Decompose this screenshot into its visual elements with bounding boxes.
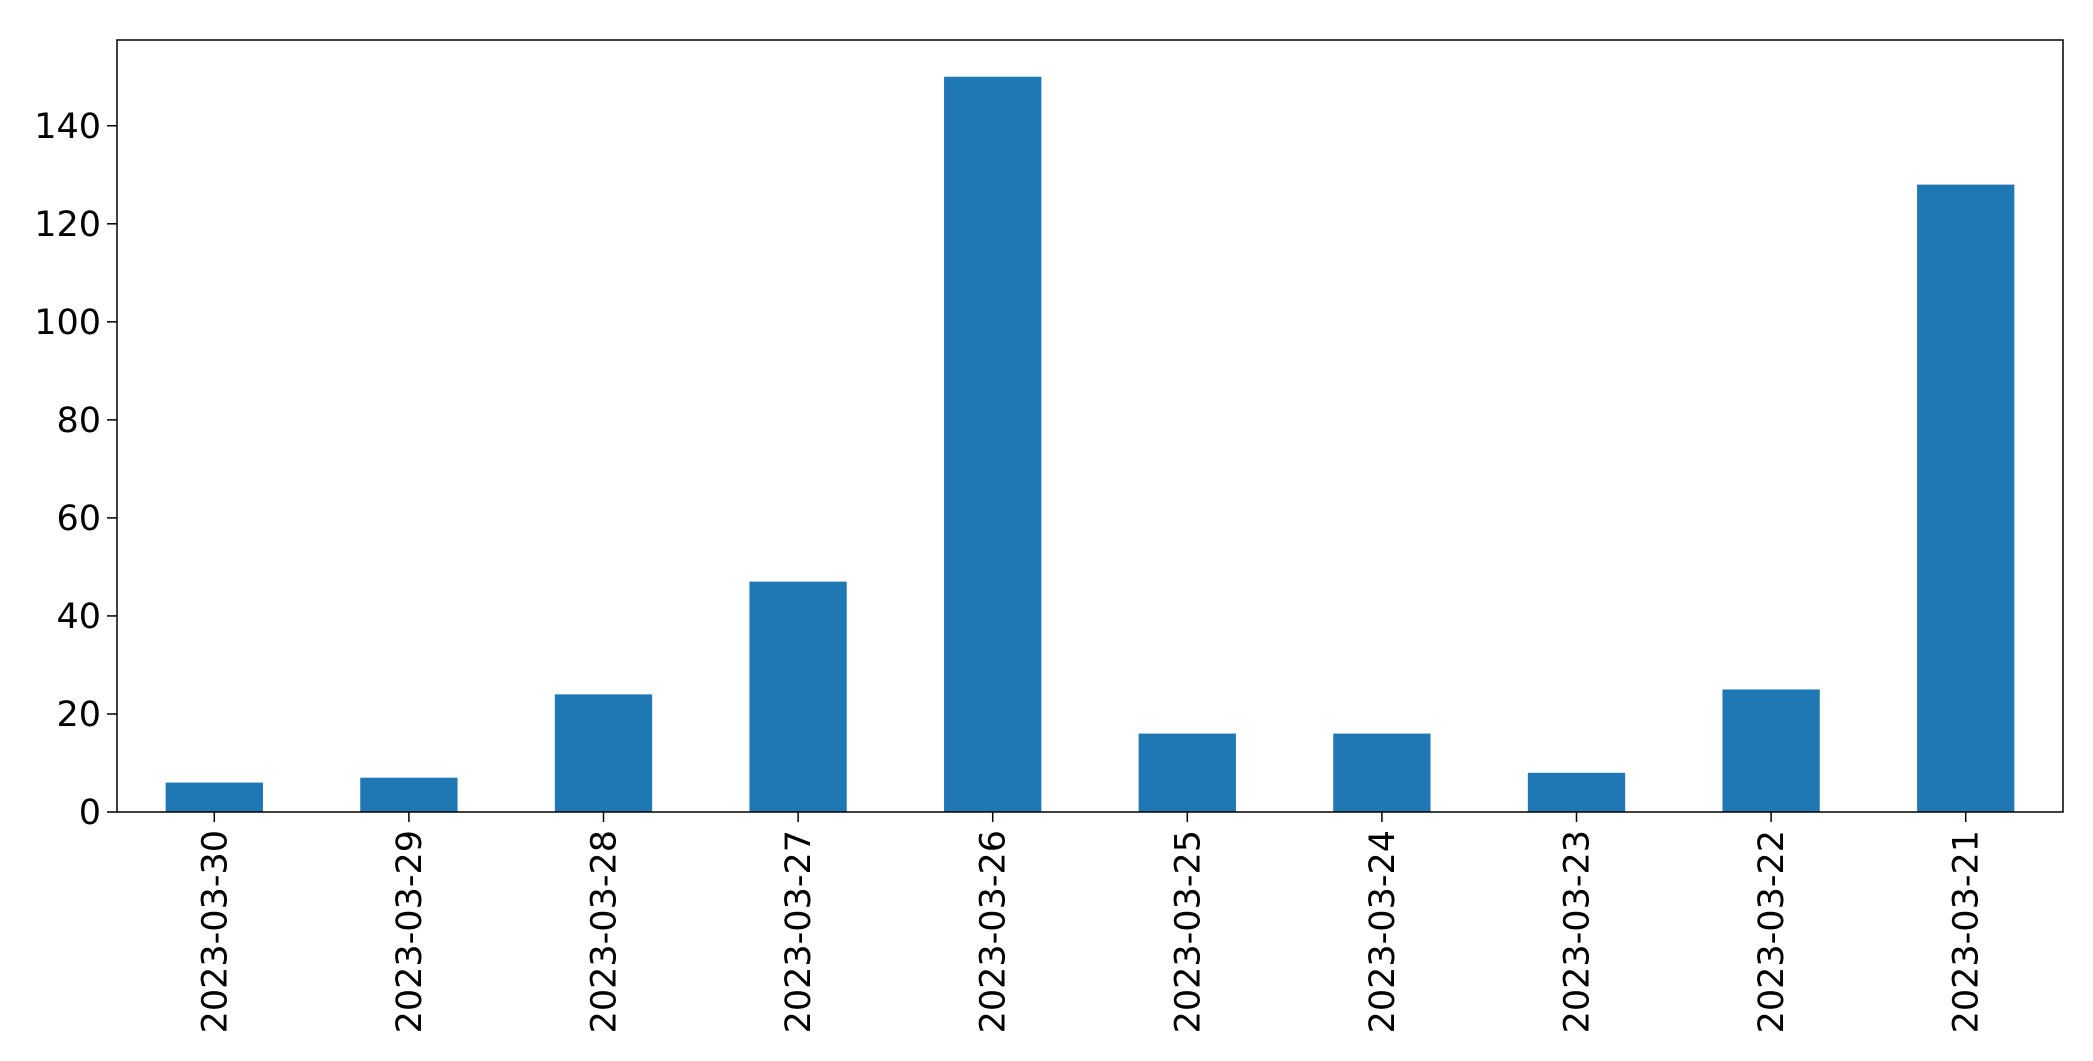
x-tick-label: 2023-03-25 [1168,830,1208,1033]
bar [749,581,847,812]
x-tick-label: 2023-03-28 [585,830,625,1033]
x-tick-label: 2023-03-22 [1752,830,1792,1033]
x-tick-label: 2023-03-27 [779,830,819,1033]
x-tick-label: 2023-03-24 [1363,830,1403,1033]
x-tick-label: 2023-03-30 [195,830,235,1033]
y-tick-label: 140 [34,107,101,147]
y-tick-label: 100 [34,303,101,343]
y-tick-label: 20 [56,695,101,735]
x-tick-label: 2023-03-26 [974,830,1014,1033]
bar [554,694,653,812]
bar [944,76,1042,812]
x-axis: 2023-03-30 2023-03-29 2023-03-28 2023-03-27… [195,812,1987,1033]
x-tick-label: 2023-03-21 [1947,830,1987,1033]
y-tick-label: 80 [56,401,101,441]
y-tick-label: 120 [34,205,101,245]
y-axis: 0 20 40 60 80 100 120 140 [34,107,117,833]
x-tick-label: 2023-03-29 [390,830,430,1033]
y-tick-label: 60 [56,499,101,539]
bar [1138,733,1236,812]
y-tick-label: 0 [79,793,101,833]
plot-frame [116,39,2064,813]
bar [165,782,263,812]
y-tick-label: 40 [56,597,101,637]
bar [1722,689,1820,812]
bar [1527,772,1626,812]
bar [1333,733,1431,812]
bar [1917,184,2015,813]
bar [360,777,458,812]
x-tick-label: 2023-03-23 [1558,830,1598,1033]
bars-group [165,76,2015,813]
